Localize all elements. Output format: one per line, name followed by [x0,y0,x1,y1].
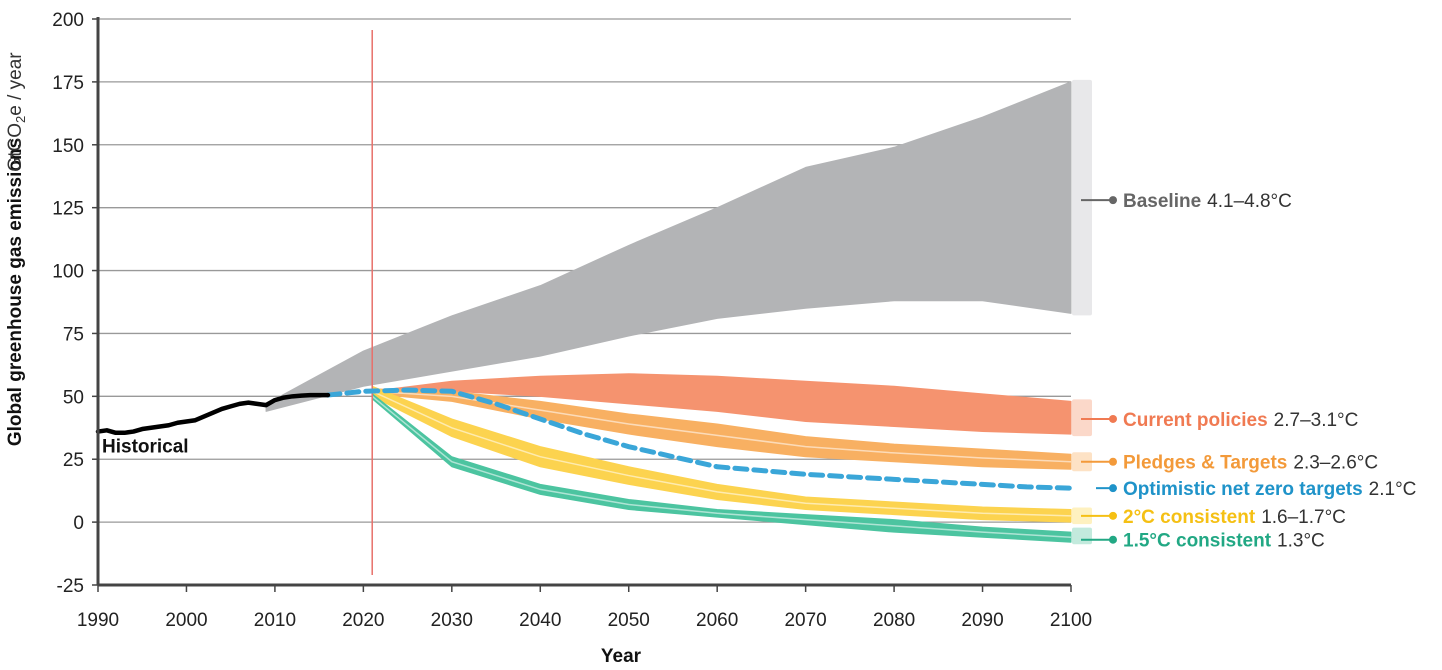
two-degree-legend-name: 2°C consistent [1123,507,1256,528]
y-tick-label: 25 [63,450,84,471]
two-degree-band [371,385,1072,523]
optimistic-net-zero-legend-name: Optimistic net zero targets [1123,479,1363,500]
one-five-degree-range-cap [1072,527,1092,545]
two-degree-legend-range: 1.6–1.7°C [1261,507,1346,528]
x-tick-label: 2050 [608,610,650,631]
x-tick-label: 2100 [1050,610,1092,631]
one-five-degree-legend-range: 1.3°C [1277,531,1325,552]
series-lines: Historical [95,387,1074,491]
y-axis-unit-prefix: GtCO [5,123,26,172]
two-degree-legend-label: 2°C consistent 1.6–1.7°C [1123,507,1346,528]
x-tick-label: 2080 [873,610,915,631]
baseline-legend-label: Baseline 4.1–4.8°C [1123,191,1292,212]
x-tick-label: 2040 [519,610,561,631]
y-axis-unit-suffix: e / year [5,52,26,116]
scenario-legend: Baseline 4.1–4.8°C Current policies 2.7–3.1… [1081,191,1416,552]
x-tick-label: 2000 [165,610,207,631]
y-axis-title: Global greenhouse gas emissions [5,138,26,446]
baseline-legend-name: Baseline [1123,191,1201,212]
pledges-targets-legend-range: 2.3–2.6°C [1293,453,1378,474]
optimistic-net-zero-legend-dot [1109,484,1117,493]
x-tick-label: 2070 [784,610,826,631]
x-tick-label: 2060 [696,610,738,631]
y-axis-title-text: Global greenhouse gas emissions [5,138,26,446]
y-tick-label: 100 [52,262,84,283]
baseline-legend-dot [1109,196,1117,205]
x-tick-label: 2020 [342,610,384,631]
y-axis-unit-group: GtCO2e / year [5,52,28,172]
y-tick-label: 125 [52,199,84,220]
current-policies-legend-name: Current policies [1123,410,1268,431]
one-five-degree-legend-label: 1.5°C consistent 1.3°C [1123,531,1325,552]
pledges-targets-legend-name: Pledges & Targets [1123,453,1287,474]
current-policies-band [371,373,1072,435]
x-tick-label: 2010 [254,610,296,631]
pledges-targets-legend-dot [1109,457,1117,466]
x-tick-label: 2030 [431,610,473,631]
current-policies-legend-label: Current policies 2.7–3.1°C [1123,410,1358,431]
x-tick-label: 2090 [961,610,1003,631]
y-tick-label: 50 [63,387,84,408]
current-policies-legend-range: 2.7–3.1°C [1274,410,1359,431]
current-policies-legend-dot [1109,414,1117,423]
baseline-legend-range: 4.1–4.8°C [1207,191,1292,212]
optimistic-net-zero-line [325,387,1074,491]
y-tick-label: 0 [73,513,84,534]
y-tick-label: 175 [52,73,84,94]
one-five-degree-legend-dot [1109,535,1117,544]
historical-line [95,392,331,436]
two-degree-legend-dot [1109,511,1117,520]
y-tick-label: -25 [57,576,84,597]
x-axis-title: Year [601,646,642,667]
y-axis-unit-subscript: 2 [13,116,28,123]
y-tick-label: 150 [52,136,84,157]
current-policies-range-cap [1072,399,1092,437]
one-five-degree-legend-name: 1.5°C consistent [1123,531,1272,552]
optimistic-net-zero-legend-label: Optimistic net zero targets 2.1°C [1123,479,1416,500]
scenario-bands [265,79,1092,545]
baseline-range-cap [1072,79,1092,316]
y-axis-title-group: Global greenhouse gas emissions [5,138,26,446]
one-five-degree-band [371,393,1072,543]
y-tick-label: 75 [63,324,84,345]
axes: 200 175 150 125 100 75 50 25 0 -25 1990 2000 2010 202… [52,10,1092,631]
y-tick-label: 200 [52,10,84,31]
historical-label: Historical [102,437,189,458]
y-axis-unit: GtCO2e / year [5,52,28,172]
x-tick-label: 1990 [77,610,119,631]
pledges-targets-legend-label: Pledges & Targets 2.3–2.6°C [1123,453,1378,474]
one-five-degree-center-line [371,395,1072,538]
baseline-band [265,81,1072,412]
two-degree-center-line [371,390,1072,517]
optimistic-net-zero-legend-range: 2.1°C [1369,479,1417,500]
